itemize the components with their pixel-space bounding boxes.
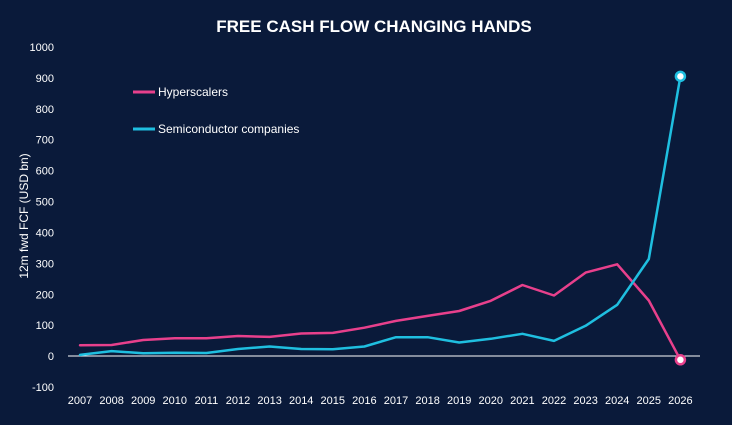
x-tick-labels: 2007 2008 2009 2010 2011 2012 2013 2014 2015 2016… [68,395,693,407]
x-tick-label: 2010 [163,395,187,407]
legend: Hyperscalers Semiconductor companies [133,85,299,136]
end-markers [674,70,687,366]
x-tick-label: 2025 [637,395,661,407]
x-tick-label: 2012 [226,395,250,407]
end-marker-hyperscalers [674,354,687,366]
y-tick-label: 900 [36,73,54,85]
y-axis-title: 12m fwd FCF (USD bn) [17,153,31,278]
y-tick-label: 0 [48,351,54,363]
y-tick-label: 500 [36,197,54,209]
y-tick-label: -100 [32,382,54,394]
legend-label: Semiconductor companies [158,122,299,136]
x-tick-label: 2024 [605,395,629,407]
y-tick-label: 800 [36,104,54,116]
y-tick-label: 200 [36,289,54,301]
y-tick-label: 1000 [30,42,54,54]
x-tick-label: 2017 [384,395,408,407]
legend-label: Hyperscalers [158,85,228,99]
y-tick-label: 700 [36,135,54,147]
x-tick-label: 2021 [510,395,534,407]
x-tick-label: 2007 [68,395,92,407]
x-tick-label: 2016 [352,395,376,407]
x-tick-label: 2023 [573,395,597,407]
y-tick-label: 300 [36,258,54,270]
series-lines [78,75,682,362]
x-tick-label: 2020 [479,395,503,407]
x-tick-label: 2014 [289,395,313,407]
series-line-hyperscalers [78,263,682,362]
x-tick-label: 2013 [257,395,281,407]
y-tick-label: 600 [36,166,54,178]
x-tick-label: 2022 [542,395,566,407]
y-tick-label: 400 [36,227,54,239]
x-tick-label: 2008 [99,395,123,407]
chart-title: FREE CASH FLOW CHANGING HANDS [216,17,531,36]
x-tick-label: 2018 [415,395,439,407]
x-tick-label: 2015 [321,395,345,407]
x-tick-label: 2011 [195,395,219,407]
x-tick-label: 2019 [447,395,471,407]
x-tick-label: 2026 [668,395,692,407]
x-tick-label: 2009 [131,395,155,407]
y-tick-label: 100 [36,320,54,332]
end-marker-semiconductors [674,70,687,83]
series-line-semiconductors [78,75,682,357]
